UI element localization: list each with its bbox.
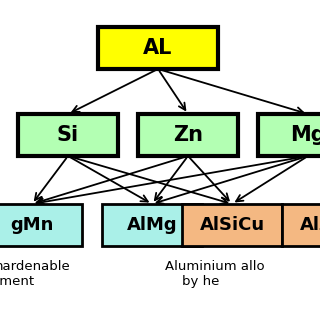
Text: Zn: Zn	[173, 125, 203, 145]
Text: AlMg: AlMg	[127, 216, 177, 234]
FancyBboxPatch shape	[282, 204, 320, 246]
Text: AlSiCu: AlSiCu	[199, 216, 265, 234]
Text: Aluminium allo
    by he: Aluminium allo by he	[165, 260, 265, 288]
Text: AlZnM: AlZnM	[300, 216, 320, 234]
FancyBboxPatch shape	[98, 27, 218, 69]
FancyBboxPatch shape	[18, 114, 118, 156]
Text: AL: AL	[143, 38, 173, 58]
Text: gMn: gMn	[10, 216, 54, 234]
FancyBboxPatch shape	[258, 114, 320, 156]
Text: hardenable
tment: hardenable tment	[0, 260, 71, 288]
FancyBboxPatch shape	[0, 204, 82, 246]
Text: Mg: Mg	[290, 125, 320, 145]
Text: Si: Si	[57, 125, 79, 145]
FancyBboxPatch shape	[182, 204, 282, 246]
FancyBboxPatch shape	[138, 114, 238, 156]
FancyBboxPatch shape	[102, 204, 202, 246]
